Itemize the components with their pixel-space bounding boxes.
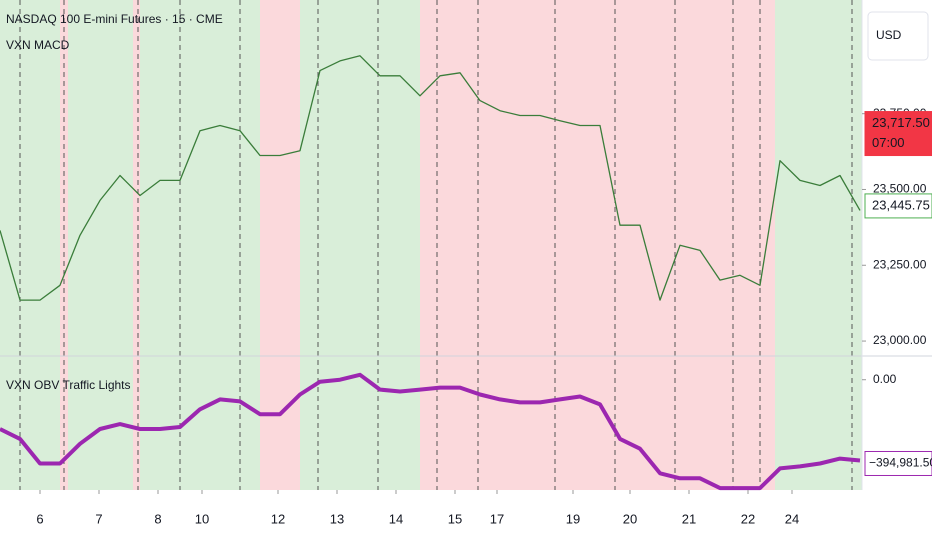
currency[interactable]: USD — [876, 28, 902, 42]
series-line — [0, 372, 861, 491]
x-tick-label: 22 — [741, 511, 755, 526]
obv-title: VXN OBV Traffic Lights — [6, 378, 131, 392]
x-tick-label: 12 — [271, 511, 285, 526]
price-marker-label: 23,445.75 — [872, 197, 930, 212]
indicator-title: VXN MACD — [6, 38, 70, 52]
y-tick-label: 23,500.00 — [873, 182, 927, 196]
price-marker — [864, 193, 932, 219]
x-tick-label: 21 — [682, 511, 696, 526]
y-tick-label: 0.00 — [873, 372, 897, 386]
regime-background — [0, 0, 862, 490]
x-tick-label: 19 — [566, 511, 580, 526]
currency-box[interactable] — [867, 11, 929, 61]
price-marker-label: 23,717.50 — [872, 115, 930, 130]
x-tick-label: 24 — [785, 511, 799, 526]
y-tick-label: 23,000.00 — [873, 333, 927, 347]
x-tick-label: 15 — [448, 511, 462, 526]
price-marker-time: 07:00 — [872, 135, 905, 150]
x-tick-label: 17 — [490, 511, 504, 526]
x-tick-label: 13 — [330, 511, 344, 526]
session-lines — [19, 0, 853, 490]
x-tick-label: 8 — [154, 511, 161, 526]
x-tick-label: 14 — [389, 511, 403, 526]
symbol-title: NASDAQ 100 E-mini Futures · 15 · CME — [6, 12, 223, 26]
obv-marker — [864, 450, 932, 476]
series-line — [0, 55, 861, 301]
x-tick-label: 7 — [95, 511, 102, 526]
y-tick-label: 23,250.00 — [873, 257, 927, 271]
obv-marker-label: −394,981.50 — [869, 456, 932, 470]
price-marker — [864, 111, 932, 157]
x-tick-label: 10 — [195, 511, 209, 526]
x-tick-label: 6 — [36, 511, 43, 526]
x-tick-label: 20 — [623, 511, 637, 526]
